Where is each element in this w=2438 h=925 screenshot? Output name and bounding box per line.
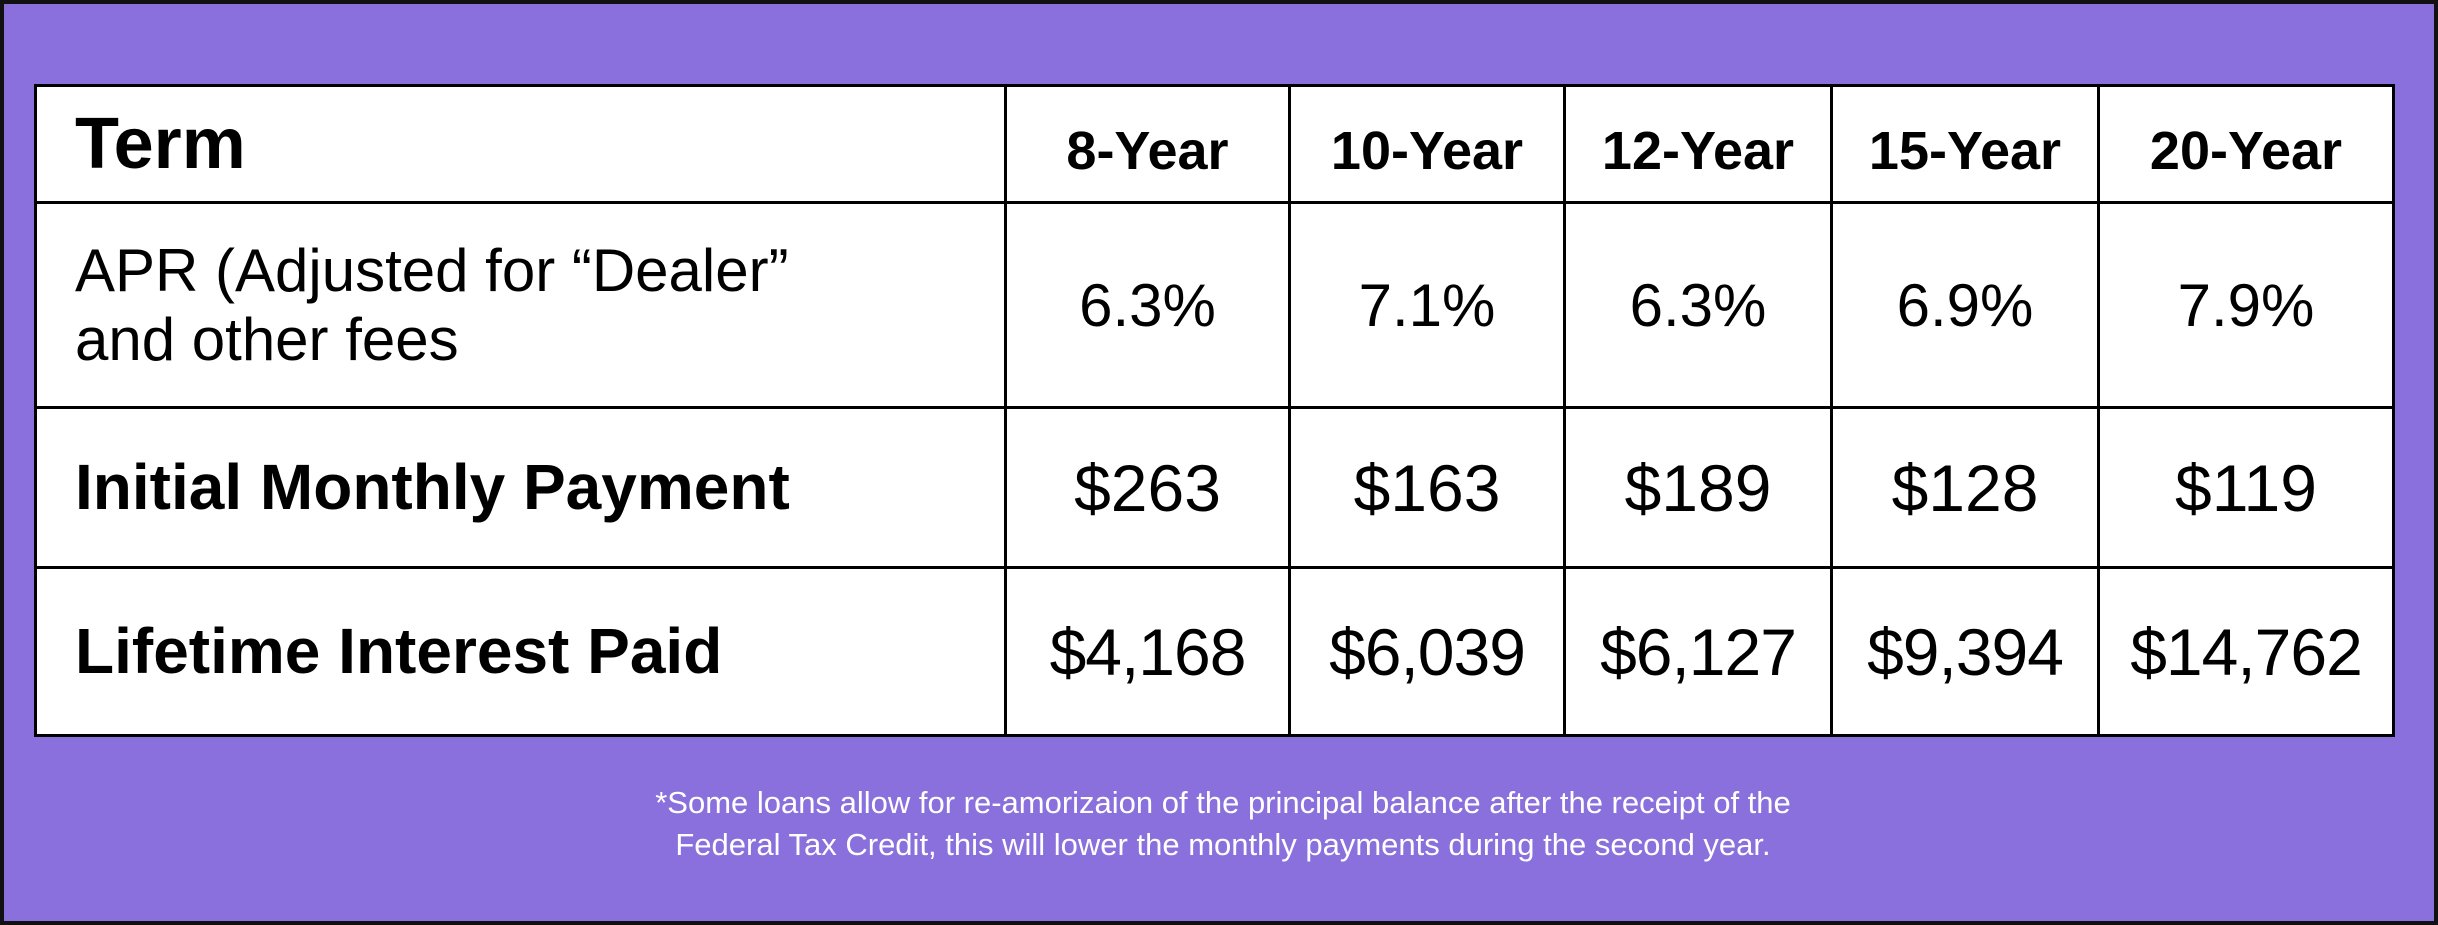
apr-value-10-year: 7.1% <box>1288 201 1566 409</box>
monthly-payment-row-label: Initial Monthly Payment <box>34 406 1007 569</box>
lifetime-interest-15-year: $9,394 <box>1830 566 2100 737</box>
apr-label-line-1: APR (Adjusted for “Dealer” <box>75 237 789 304</box>
monthly-payment-12-year: $189 <box>1563 406 1833 569</box>
loan-term-comparison-table: Term 8-Year 10-Year 12-Year 15-Year 20-Y… <box>34 84 2395 737</box>
footnote-line-1: *Some loans allow for re-amorizaion of t… <box>655 785 1791 820</box>
term-header-10-year: 10-Year <box>1288 84 1566 204</box>
monthly-payment-10-year: $163 <box>1288 406 1566 569</box>
monthly-payment-20-year: $119 <box>2097 406 2395 569</box>
apr-row-label: APR (Adjusted for “Dealer” and other fee… <box>34 201 1007 409</box>
monthly-payment-8-year: $263 <box>1004 406 1291 569</box>
lifetime-interest-8-year: $4,168 <box>1004 566 1291 737</box>
term-header-label: Term <box>34 84 1007 204</box>
apr-label-line-2: and other fees <box>75 306 459 373</box>
table-header-row: Term 8-Year 10-Year 12-Year 15-Year 20-Y… <box>34 84 2395 204</box>
monthly-payment-15-year: $128 <box>1830 406 2100 569</box>
table-row-lifetime-interest-paid: Lifetime Interest Paid $4,168 $6,039 $6,… <box>34 566 2395 737</box>
apr-value-8-year: 6.3% <box>1004 201 1291 409</box>
table-row-initial-monthly-payment: Initial Monthly Payment $263 $163 $189 $… <box>34 406 2395 569</box>
term-header-12-year: 12-Year <box>1563 84 1833 204</box>
footnote: *Some loans allow for re-amorizaion of t… <box>4 782 2438 866</box>
apr-value-12-year: 6.3% <box>1563 201 1833 409</box>
footnote-line-2: Federal Tax Credit, this will lower the … <box>675 827 1771 862</box>
lifetime-interest-row-label: Lifetime Interest Paid <box>34 566 1007 737</box>
apr-value-20-year: 7.9% <box>2097 201 2395 409</box>
apr-value-15-year: 6.9% <box>1830 201 2100 409</box>
lifetime-interest-12-year: $6,127 <box>1563 566 1833 737</box>
term-header-8-year: 8-Year <box>1004 84 1291 204</box>
lifetime-interest-20-year: $14,762 <box>2097 566 2395 737</box>
lifetime-interest-10-year: $6,039 <box>1288 566 1566 737</box>
term-header-15-year: 15-Year <box>1830 84 2100 204</box>
term-header-20-year: 20-Year <box>2097 84 2395 204</box>
table-row-apr: APR (Adjusted for “Dealer” and other fee… <box>34 201 2395 409</box>
